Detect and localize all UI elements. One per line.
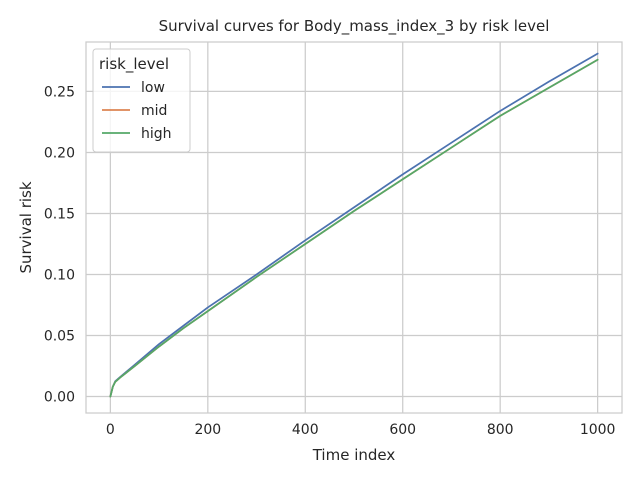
y-axis-label: Survival risk [17,181,35,273]
x-tick-label: 0 [106,422,115,438]
legend-box [92,48,191,153]
plot-frame [85,41,623,414]
series-lines [109,52,599,398]
legend-title: risk_level [99,55,169,74]
y-tick-label: 0.00 [44,390,75,406]
x-axis-label: Time index [312,446,396,464]
y-tick-label: 0.10 [44,267,75,283]
x-tick-label: 400 [292,422,319,438]
y-tick-label: 0.20 [44,145,75,161]
tick-labels: 0 200 400 600 800 1000 0.00 0.05 0.10 0.15 0.20 0.2… [44,84,616,438]
chart-title: Survival curves for Body_mass_index_3 by… [159,17,550,36]
y-tick-label: 0.25 [44,84,75,100]
series-line-high [109,58,599,398]
legend-label-mid: mid [141,103,167,119]
legend-label-low: low [141,80,165,96]
x-tick-label: 800 [487,422,514,438]
legend-label-high: high [141,126,172,142]
y-tick-label: 0.05 [44,329,75,345]
x-tick-label: 600 [389,422,416,438]
legend-items: low mid high [102,80,172,142]
x-tick-label: 1000 [580,422,616,438]
grid-lines [86,42,622,413]
x-tick-label: 200 [194,422,221,438]
y-tick-label: 0.15 [44,206,75,222]
legend: risk_level low mid high [92,48,191,153]
